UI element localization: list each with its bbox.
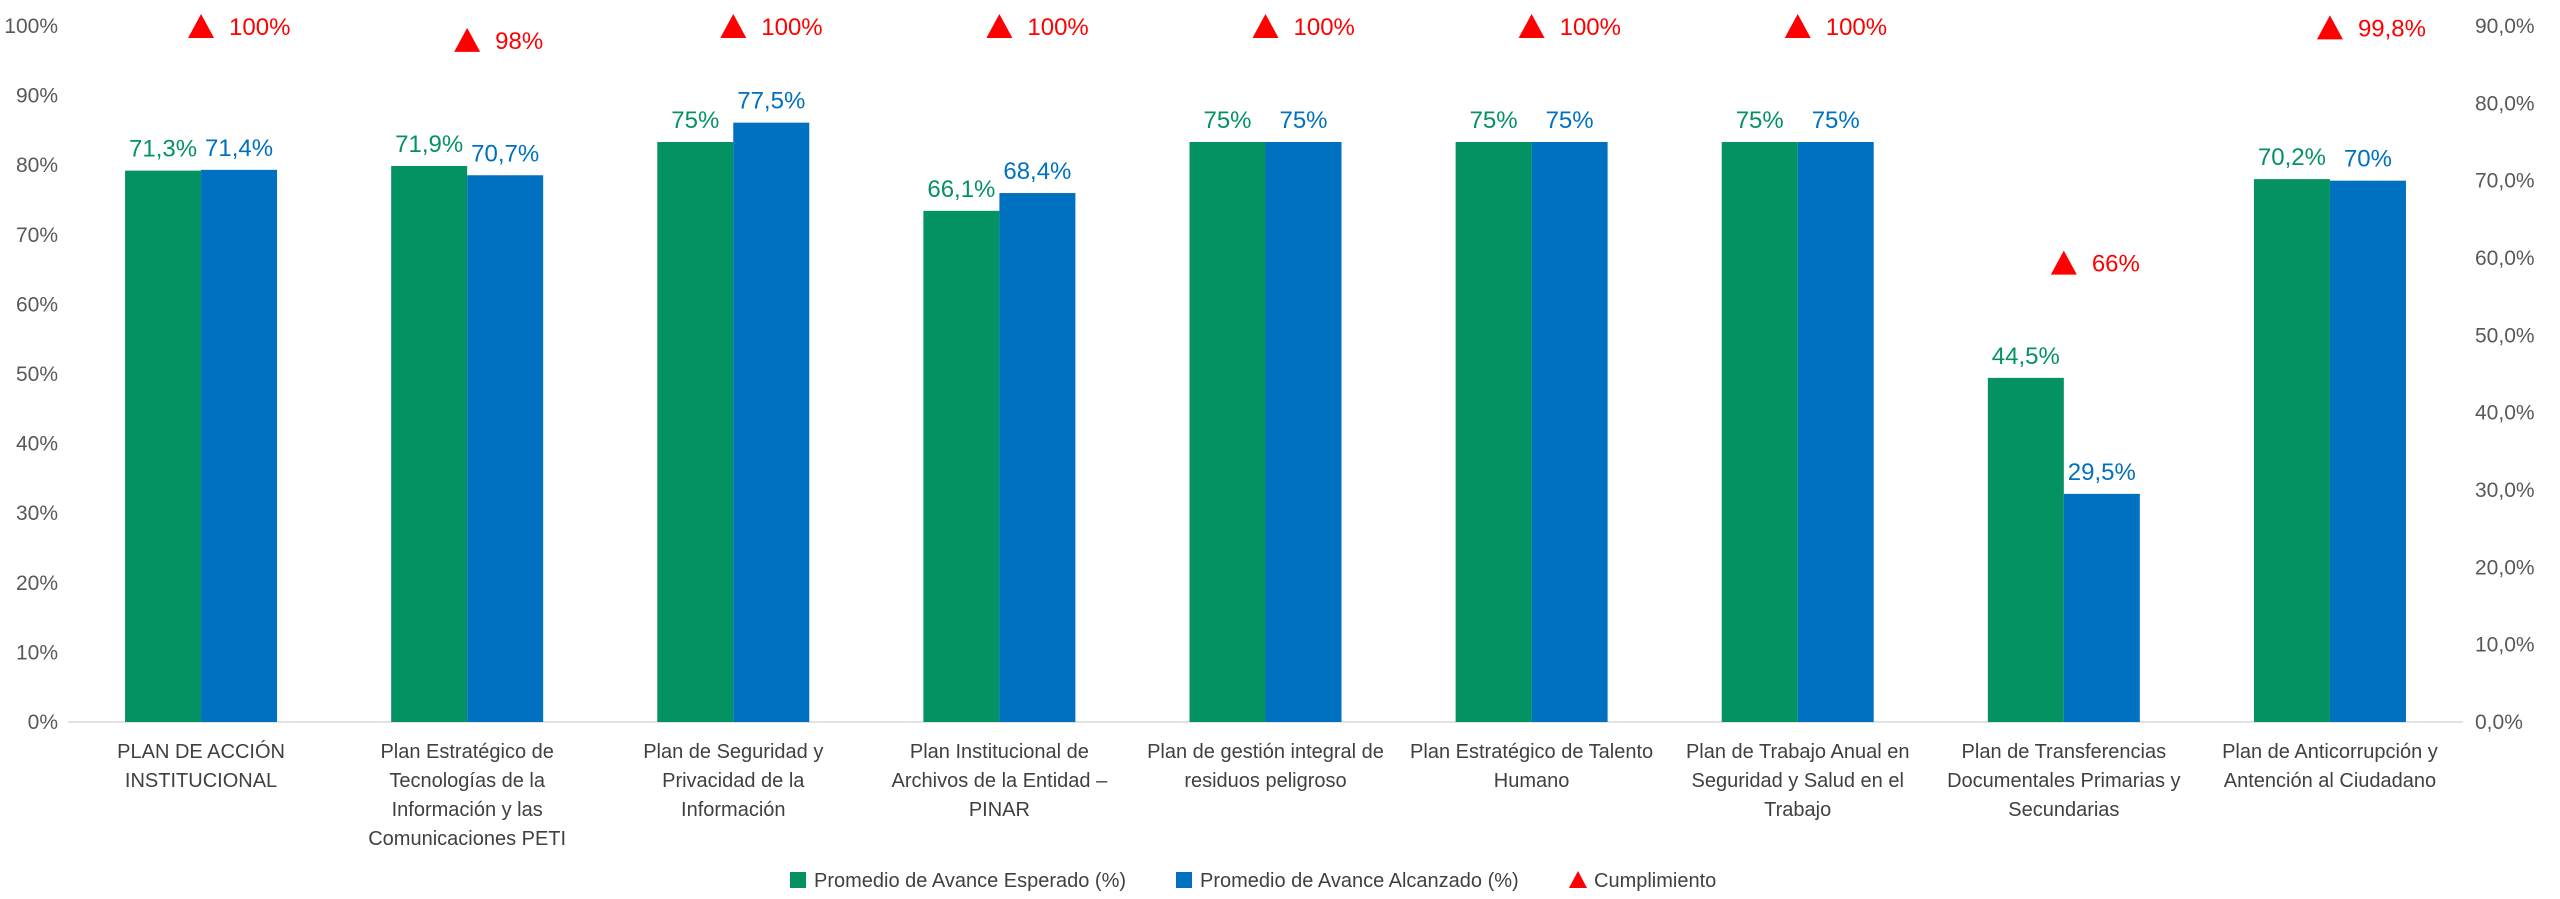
bar-data-label: 75% <box>1812 107 1860 134</box>
bar-data-label: 70% <box>2344 146 2392 173</box>
bar-expected <box>1987 377 2064 722</box>
bar-data-label: 75% <box>1279 107 1327 134</box>
category-labels: PLAN DE ACCIÓN INSTITUCIONAL Plan Estratég… <box>117 740 2438 850</box>
right-tick-label: 80,0% <box>2475 92 2535 115</box>
marker-data-label: 98% <box>495 28 543 55</box>
category-label: Plan de gestión integral de residuos peli… <box>1147 741 1384 792</box>
bar-achieved <box>1797 142 1874 722</box>
left-tick-label: 20% <box>16 572 58 595</box>
right-tick-label: 30,0% <box>2475 479 2535 502</box>
right-tick-label: 90,0% <box>2475 15 2535 38</box>
left-tick-label: 60% <box>16 293 58 316</box>
bar-achieved <box>733 122 810 722</box>
bar-achieved <box>467 175 544 723</box>
bar-data-label: 75% <box>1203 107 1251 134</box>
legend-swatch <box>1176 872 1192 888</box>
left-tick-label: 80% <box>16 154 58 177</box>
bar-data-label: 66,1% <box>927 176 995 203</box>
legend-label: Promedio de Avance Esperado (%) <box>814 870 1126 892</box>
cumplimiento-marker <box>1518 14 1545 38</box>
legend-swatch <box>790 872 806 888</box>
bar-data-label: 75% <box>671 107 719 134</box>
marker-data-label: 100% <box>1027 14 1088 41</box>
category-label: Plan de Trabajo Anual en Seguridad y Salu… <box>1686 741 1910 821</box>
bar-data-label: 77,5% <box>737 88 805 115</box>
left-tick-label: 30% <box>16 502 58 525</box>
category-label: Plan de Transferencias Documentales Prima… <box>1947 741 2180 821</box>
right-tick-label: 70,0% <box>2475 170 2535 193</box>
left-axis: 0% 10% 20% 30% 40% 50% 60% 70% 80% 90% 100% <box>4 15 58 734</box>
bar-data-label: 68,4% <box>1003 158 1071 185</box>
right-tick-label: 40,0% <box>2475 402 2535 425</box>
legend: Promedio de Avance Esperado (%) Promedio … <box>790 870 1716 892</box>
cumplimiento-marker <box>2316 15 2343 40</box>
marker-data-label: 66% <box>2092 251 2140 278</box>
marker-data-label: 100% <box>229 14 290 41</box>
marker-data-label: 100% <box>1826 14 1887 41</box>
left-tick-label: 100% <box>4 15 58 38</box>
legend-label: Cumplimiento <box>1594 870 1716 892</box>
bar-expected <box>1455 142 1532 722</box>
right-tick-label: 20,0% <box>2475 556 2535 579</box>
category-label: PLAN DE ACCIÓN INSTITUCIONAL <box>117 740 285 792</box>
bar-data-label: 75% <box>1470 107 1518 134</box>
cumplimiento-marker <box>188 14 215 38</box>
category-label: Plan de Anticorrupción y Antención al Ciu… <box>2222 741 2438 792</box>
cumplimiento-marker <box>454 27 481 52</box>
cumplimiento-marker <box>986 14 1013 38</box>
category-label: Plan Estratégico de Tecnologías de la Info… <box>368 741 566 850</box>
bar-expected <box>391 165 468 722</box>
category-label: Plan Estratégico de Talento Humano <box>1410 741 1653 792</box>
bar-data-label: 70,2% <box>2258 144 2326 171</box>
legend-swatch <box>1569 871 1587 888</box>
bar-achieved <box>1531 142 1608 722</box>
left-tick-label: 0% <box>28 711 58 734</box>
cumplimiento-marker <box>1784 14 1811 38</box>
category-label: Plan Institucional de Archivos de la Enti… <box>892 741 1109 821</box>
marker-data-label: 100% <box>761 14 822 41</box>
category-label: Plan de Seguridad y Privacidad de la Infor… <box>643 741 823 821</box>
bar-expected <box>657 142 734 722</box>
bar-data-label: 75% <box>1736 107 1784 134</box>
cumplimiento-marker <box>720 14 747 38</box>
markers-layer: 100% 98% 100% 100% 100% 100% 100% 66% 99,8% <box>188 14 2426 278</box>
right-tick-label: 50,0% <box>2475 324 2535 347</box>
left-tick-label: 90% <box>16 85 58 108</box>
bar-data-label: 75% <box>1546 107 1594 134</box>
bar-expected <box>1721 142 1798 722</box>
marker-data-label: 100% <box>1560 14 1621 41</box>
bar-data-label: 71,4% <box>205 135 273 162</box>
bar-data-label: 44,5% <box>1992 343 2060 370</box>
bar-data-label: 71,3% <box>129 136 197 163</box>
bar-expected <box>1189 142 1266 722</box>
bar-data-label: 71,9% <box>395 131 463 158</box>
left-tick-label: 40% <box>16 433 58 456</box>
cumplimiento-marker <box>2050 250 2077 275</box>
bar-expected <box>125 170 202 722</box>
left-tick-label: 50% <box>16 363 58 386</box>
bar-expected <box>923 210 1000 722</box>
right-tick-label: 0,0% <box>2475 711 2523 734</box>
right-axis: 0,0% 10,0% 20,0% 30,0% 40,0% 50,0% 60,0% 70,0% 8… <box>2475 15 2535 734</box>
bar-data-label: 29,5% <box>2068 459 2136 486</box>
bars-layer: 71,3% 71,4% 71,9% 70,7% 75% 77,5% 66,1% 68,4% 75… <box>125 88 2406 723</box>
bar-data-label: 70,7% <box>471 140 539 167</box>
left-tick-label: 70% <box>16 224 58 247</box>
right-tick-label: 60,0% <box>2475 247 2535 270</box>
bar-achieved <box>999 193 1076 723</box>
marker-data-label: 100% <box>1294 14 1355 41</box>
bar-achieved <box>2063 493 2140 722</box>
bar-expected <box>2253 179 2330 722</box>
cumplimiento-marker <box>1252 14 1279 38</box>
bar-achieved <box>2329 180 2406 722</box>
bar-achieved <box>1265 142 1342 722</box>
right-tick-label: 10,0% <box>2475 634 2535 657</box>
marker-data-label: 99,8% <box>2358 15 2426 42</box>
legend-label: Promedio de Avance Alcanzado (%) <box>1200 870 1519 892</box>
bar-achieved <box>201 169 278 723</box>
left-tick-label: 10% <box>16 641 58 664</box>
